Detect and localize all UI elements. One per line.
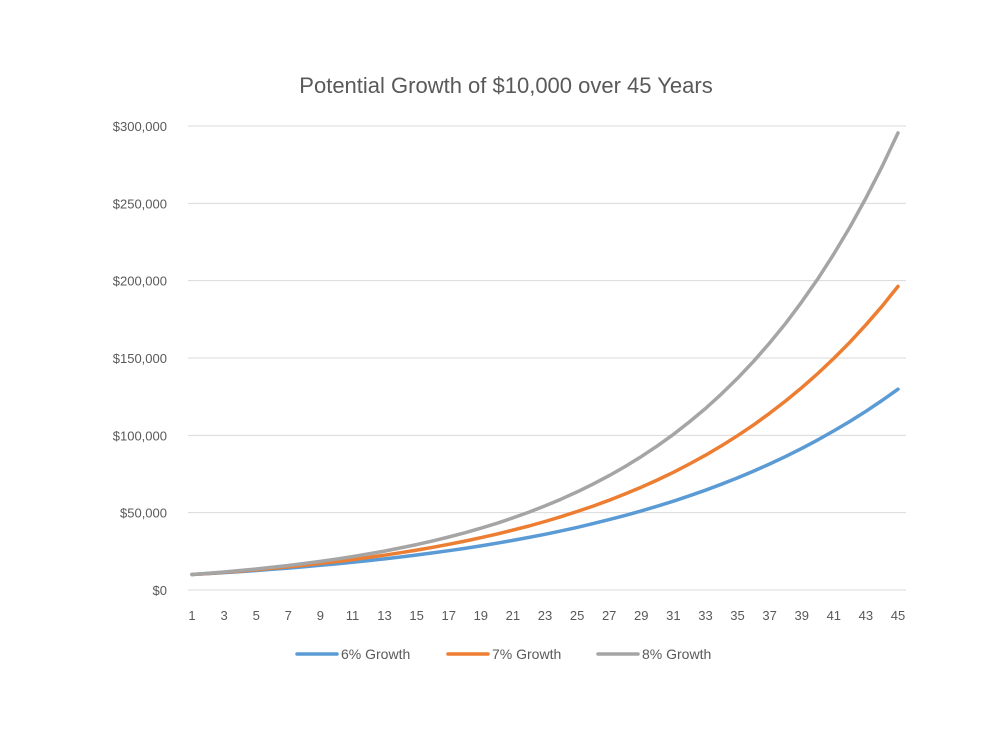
x-tick-label: 43 <box>859 608 873 623</box>
x-tick-label: 3 <box>220 608 227 623</box>
y-tick-label: $50,000 <box>120 506 167 521</box>
series-lines <box>190 131 900 577</box>
y-tick-label: $0 <box>153 583 167 598</box>
x-tick-label: 19 <box>474 608 488 623</box>
x-tick-label: 27 <box>602 608 616 623</box>
y-tick-label: $150,000 <box>113 351 167 366</box>
legend: 6% Growth 7% Growth 8% Growth <box>295 646 711 662</box>
x-tick-label: 1 <box>188 608 195 623</box>
x-tick-label: 33 <box>698 608 712 623</box>
y-tick-label: $200,000 <box>113 274 167 289</box>
x-tick-label: 17 <box>441 608 455 623</box>
y-tick-label: $250,000 <box>113 196 167 211</box>
x-tick-label: 9 <box>317 608 324 623</box>
x-tick-label: 13 <box>377 608 391 623</box>
x-tick-label: 35 <box>730 608 744 623</box>
x-tick-label: 29 <box>634 608 648 623</box>
x-tick-label: 11 <box>346 608 360 623</box>
x-tick-label: 41 <box>827 608 841 623</box>
x-tick-label: 37 <box>762 608 776 623</box>
x-axis-tick-labels: 1 3 5 7 9 11 13 15 17 19 21 23 25 27 29 31 33 35 37 39 41 43 4… <box>188 608 905 623</box>
x-tick-label: 15 <box>409 608 423 623</box>
y-tick-label: $100,000 <box>113 428 167 443</box>
x-tick-label: 5 <box>253 608 260 623</box>
x-tick-label: 25 <box>570 608 584 623</box>
x-tick-label: 7 <box>285 608 292 623</box>
gridlines <box>188 125 906 591</box>
legend-label: 7% Growth <box>492 646 561 662</box>
legend-label: 8% Growth <box>642 646 711 662</box>
x-tick-label: 21 <box>506 608 520 623</box>
y-tick-label: $300,000 <box>113 119 167 134</box>
series-line-3 <box>190 131 900 577</box>
x-tick-label: 39 <box>794 608 808 623</box>
chart-title: Potential Growth of $10,000 over 45 Year… <box>299 73 712 98</box>
x-tick-label: 23 <box>538 608 552 623</box>
series-line-2 <box>190 284 900 577</box>
x-tick-label: 31 <box>666 608 680 623</box>
legend-label: 6% Growth <box>341 646 410 662</box>
series-line-1 <box>190 387 900 577</box>
y-axis-tick-labels: $0 $50,000 $100,000 $150,000 $200,000 $250,00… <box>113 119 167 598</box>
x-tick-label: 45 <box>891 608 905 623</box>
